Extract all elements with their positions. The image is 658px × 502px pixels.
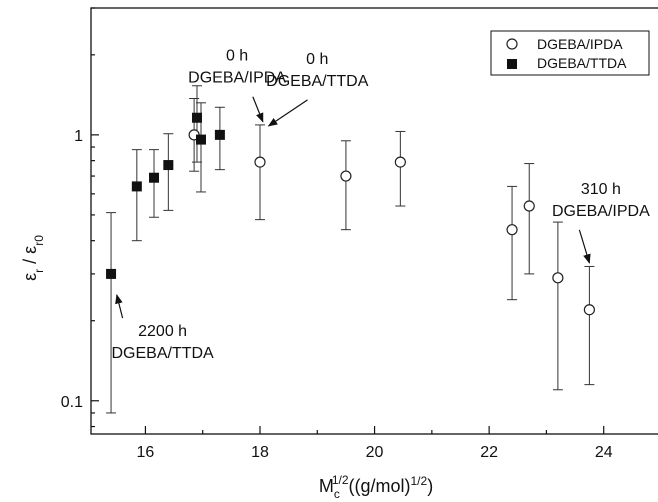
annotation-arrow	[252, 96, 264, 123]
x-tick-label: 18	[251, 444, 269, 461]
x-axis: 16 18 20 22 24	[137, 426, 613, 461]
legend-label-series-2: DGEBA/TTDA	[537, 55, 627, 71]
x-tick-label: 24	[595, 444, 613, 461]
annotation-text: 2200 h	[138, 323, 187, 340]
plot-frame	[90, 7, 658, 435]
data-point-open-circle	[583, 304, 595, 316]
data-point-filled-square	[214, 129, 225, 140]
data-point-open-circle	[394, 156, 406, 168]
annotation-arrow	[578, 229, 591, 264]
annotation-arrow	[267, 99, 308, 127]
data-point-filled-square	[106, 268, 117, 279]
annotations: 0 h DGEBA/IPDA 0 h DGEBA/TTDA 310 h DGEBA/IPD…	[111, 48, 650, 362]
x-tick-label: 16	[137, 444, 155, 461]
y-axis-label: εr / εr0	[20, 235, 46, 281]
legend-label-series-1: DGEBA/IPDA	[537, 36, 623, 52]
data-points	[106, 112, 595, 316]
legend-marker-open-circle	[506, 38, 518, 50]
legend-box	[490, 30, 650, 76]
data-point-open-circle	[340, 170, 352, 182]
error-bars	[106, 85, 595, 414]
annotation-text: DGEBA/IPDA	[552, 203, 650, 220]
data-point-filled-square	[149, 172, 160, 183]
y-tick-label: 1	[74, 128, 83, 145]
data-point-open-circle	[552, 272, 564, 284]
annotation-text: 0 h	[226, 48, 248, 65]
annotation-text: 0 h	[306, 51, 328, 68]
annotation-text: 310 h	[581, 181, 621, 198]
data-point-filled-square	[131, 181, 142, 192]
data-point-filled-square	[163, 160, 174, 171]
data-point-open-circle	[254, 156, 266, 168]
annotation-text: DGEBA/TTDA	[266, 73, 369, 90]
annotation-arrow	[115, 294, 124, 319]
x-axis-label: Mc1/2((g/mol)1/2)	[319, 473, 433, 501]
annotation-text: DGEBA/TTDA	[111, 345, 214, 362]
legend-marker-filled-square	[507, 59, 517, 69]
legend: DGEBA/IPDA DGEBA/TTDA	[490, 30, 650, 76]
y-tick-label: 0.1	[61, 394, 83, 411]
y-axis: 0.11	[61, 7, 99, 428]
x-tick-label: 22	[480, 444, 498, 461]
data-point-filled-square	[195, 134, 206, 145]
annotation-text: DGEBA/IPDA	[188, 70, 286, 87]
data-point-open-circle	[506, 224, 518, 236]
x-tick-label: 20	[366, 444, 384, 461]
data-point-open-circle	[523, 200, 535, 212]
data-point-filled-square	[191, 112, 202, 123]
